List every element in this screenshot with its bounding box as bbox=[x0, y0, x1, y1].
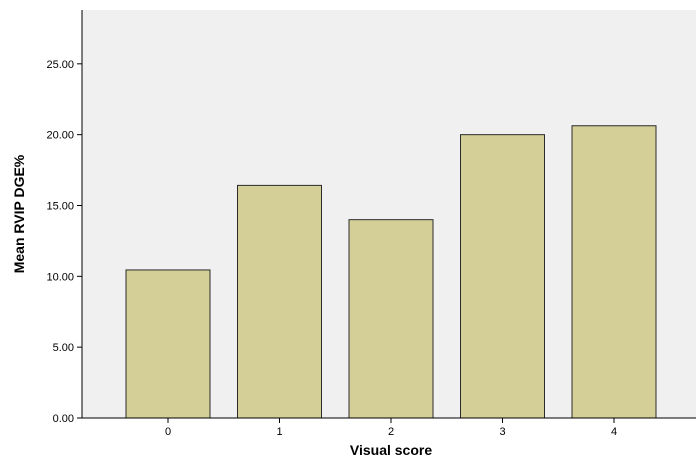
bar-2 bbox=[348, 219, 434, 419]
bar-4 bbox=[571, 125, 657, 419]
bar-0 bbox=[125, 269, 211, 419]
y-tick-label: 10.00 bbox=[46, 271, 74, 283]
x-tick-label: 3 bbox=[499, 426, 505, 438]
bar-3 bbox=[460, 134, 545, 419]
x-axis-title: Visual score bbox=[350, 442, 432, 458]
bar-1 bbox=[237, 184, 322, 419]
x-tick-label: 0 bbox=[165, 426, 171, 438]
y-tick-label: 20.00 bbox=[46, 130, 74, 142]
y-tick-label: 0.00 bbox=[53, 413, 74, 425]
y-tick-label: 5.00 bbox=[53, 342, 74, 354]
x-tick-label: 2 bbox=[388, 426, 394, 438]
x-tick-label: 4 bbox=[611, 426, 617, 438]
bar-series bbox=[125, 125, 657, 419]
y-tick-label: 15.00 bbox=[46, 201, 74, 213]
y-axis-ticks: 0.00 5.00 10.00 15.00 20.00 25.00 bbox=[46, 59, 82, 425]
y-tick-label: 25.00 bbox=[46, 59, 74, 71]
y-axis-title: Mean RVIP DGE% bbox=[11, 154, 27, 273]
x-axis-ticks: 0 1 2 3 4 bbox=[165, 418, 617, 438]
x-tick-label: 1 bbox=[276, 426, 282, 438]
